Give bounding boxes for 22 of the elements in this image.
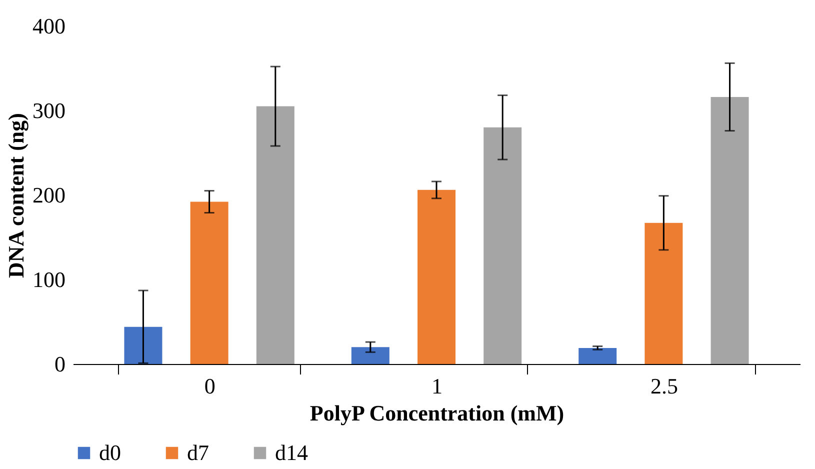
bar xyxy=(644,222,683,364)
y-tick-label: 300 xyxy=(32,98,66,123)
bar xyxy=(351,347,390,364)
bar xyxy=(124,326,162,364)
legend-label: d0 xyxy=(99,440,121,465)
y-axis-title: DNA content (ng) xyxy=(4,113,28,278)
legend-label: d7 xyxy=(187,440,209,465)
legend-label: d14 xyxy=(275,440,308,465)
bar xyxy=(190,202,228,364)
bar xyxy=(484,127,522,364)
x-tick-label: 1 xyxy=(432,374,442,398)
y-tick-label: 0 xyxy=(54,352,66,376)
y-tick-label: 400 xyxy=(32,14,66,38)
x-axis-title: PolyP Concentration (mM) xyxy=(310,400,564,426)
bar xyxy=(418,190,456,364)
y-tick-label: 200 xyxy=(32,182,66,208)
x-tick-label: 2.5 xyxy=(650,374,678,398)
bar xyxy=(578,348,617,364)
x-tick-label: 0 xyxy=(204,374,216,398)
y-tick-label: 100 xyxy=(32,267,66,292)
bar xyxy=(710,96,749,364)
bar xyxy=(256,106,294,364)
